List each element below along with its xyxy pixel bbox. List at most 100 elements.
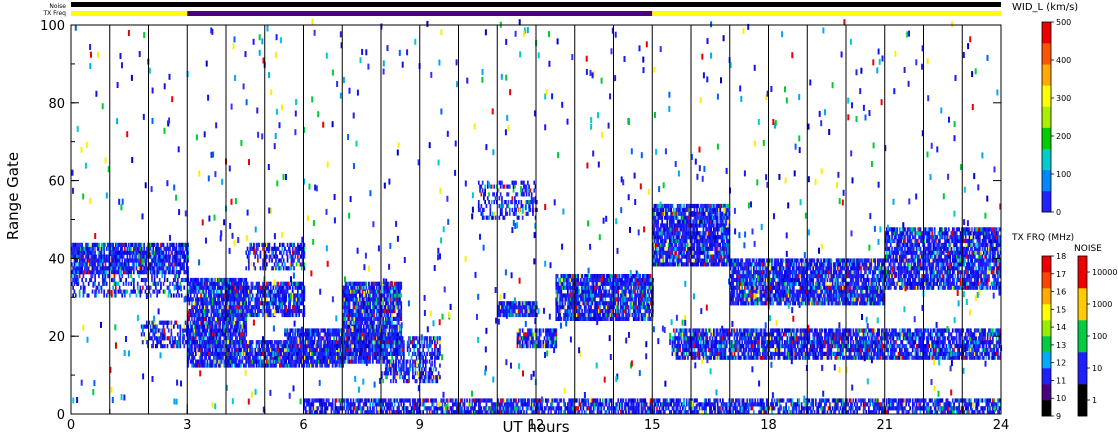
- echo-cell: [390, 367, 392, 372]
- echo-cell: [334, 410, 337, 415]
- echo-cell: [439, 351, 441, 356]
- echo-cell: [300, 285, 303, 290]
- echo-cell: [121, 293, 124, 298]
- echo-cell: [342, 297, 344, 302]
- echo-cell: [267, 344, 269, 349]
- echo-cell: [161, 328, 164, 333]
- echo-cell: [253, 305, 255, 310]
- echo-cell: [164, 320, 166, 325]
- echo-cell: [386, 363, 388, 368]
- echo-cell: [231, 293, 233, 298]
- echo-cell: [328, 402, 330, 407]
- echo-cell: [434, 340, 436, 345]
- echo-cell: [179, 328, 182, 333]
- echo-cell: [228, 332, 231, 337]
- echo-cell: [226, 344, 228, 349]
- echo-cell: [184, 246, 187, 251]
- echo-cell: [248, 297, 250, 302]
- echo-cell: [356, 351, 359, 356]
- echo-cell: [369, 285, 372, 290]
- echo-cell: [405, 371, 408, 376]
- echo-cell: [201, 281, 204, 286]
- echo-cell: [396, 375, 399, 380]
- echo-cell: [387, 309, 390, 314]
- echo-cell: [245, 340, 248, 345]
- echo-cell: [246, 289, 249, 294]
- echo-cell: [399, 301, 401, 306]
- echo-cell: [125, 277, 127, 283]
- echo-cell: [202, 301, 205, 306]
- echo-cell: [587, 406, 590, 411]
- echo-cell: [180, 254, 183, 259]
- echo-cell: [223, 309, 226, 314]
- echo-cell: [377, 309, 379, 314]
- echo-cell: [215, 293, 218, 298]
- echo-cell: [384, 316, 387, 321]
- echo-cell: [266, 297, 268, 302]
- echo-cell: [351, 289, 353, 294]
- echo-cell: [215, 347, 218, 353]
- echo-cell: [361, 320, 364, 325]
- echo-cell: [160, 320, 162, 325]
- echo-cell: [72, 254, 74, 259]
- echo-cell: [235, 281, 237, 286]
- echo-cell: [143, 250, 145, 255]
- echo-cell: [343, 336, 346, 341]
- echo-cell: [437, 371, 440, 376]
- echo-cell: [288, 340, 290, 345]
- echo-cell: [161, 274, 164, 279]
- echo-cell: [166, 246, 169, 251]
- echo-cell: [397, 410, 400, 415]
- echo-cell: [157, 336, 160, 341]
- echo-cell: [205, 363, 207, 368]
- echo-cell: [116, 250, 118, 255]
- echo-cell: [289, 359, 291, 364]
- echo-cell: [382, 316, 384, 321]
- echo-cell: [192, 355, 195, 360]
- echo-cell: [551, 402, 554, 407]
- echo-cell: [378, 281, 381, 286]
- echo-cell: [291, 285, 294, 290]
- echo-cell: [422, 379, 424, 384]
- echo-cell: [165, 254, 167, 259]
- echo-cell: [466, 406, 468, 411]
- echo-cell: [313, 340, 316, 345]
- echo-cell: [178, 274, 180, 279]
- echo-cell: [392, 406, 395, 411]
- echo-cell: [143, 254, 145, 259]
- echo-cell: [214, 293, 217, 298]
- echo-cell: [162, 246, 165, 251]
- echo-cell: [393, 347, 396, 353]
- echo-cell: [87, 270, 90, 275]
- echo-cell: [269, 340, 272, 345]
- echo-cell: [160, 262, 162, 267]
- echo-cell: [335, 340, 338, 345]
- echo-cell: [248, 359, 250, 364]
- echo-cell: [236, 309, 238, 314]
- echo-cell: [201, 297, 204, 302]
- echo-cell: [214, 355, 217, 360]
- echo-cell: [384, 328, 387, 333]
- echo-cell: [162, 262, 165, 267]
- echo-cell: [211, 363, 214, 368]
- echo-cell: [87, 254, 90, 259]
- echo-cell: [71, 262, 73, 267]
- echo-cell: [390, 379, 392, 384]
- echo-cell: [352, 332, 355, 337]
- echo-cell: [405, 398, 408, 403]
- echo-cell: [428, 406, 431, 411]
- echo-cell: [241, 309, 244, 314]
- echo-cell: [458, 402, 461, 407]
- echo-cell: [375, 281, 378, 286]
- echo-cell: [136, 250, 139, 255]
- echo-cell: [127, 242, 130, 247]
- echo-cell: [149, 270, 152, 275]
- echo-cell: [390, 312, 392, 318]
- echo-cell: [443, 398, 445, 403]
- echo-cell: [182, 250, 184, 255]
- echo-cell: [213, 324, 215, 329]
- echo-cell: [253, 359, 255, 364]
- echo-cell: [209, 285, 211, 290]
- echo-cell: [357, 402, 360, 407]
- echo-cell: [450, 410, 453, 415]
